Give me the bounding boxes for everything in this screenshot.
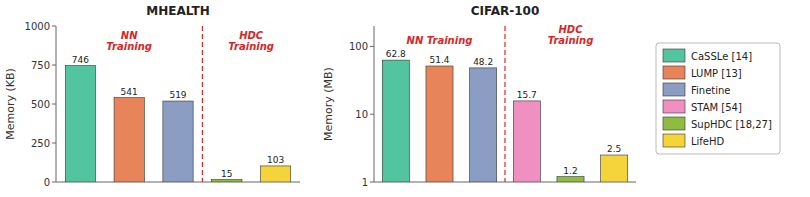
- annotation-line: HDC: [239, 30, 264, 41]
- y-tick-label: 100: [349, 41, 368, 52]
- y-tick-label: 500: [31, 99, 50, 110]
- legend-label: CaSSLe [14]: [691, 51, 752, 62]
- y-tick-label: 250: [31, 138, 50, 149]
- bar: [260, 166, 290, 182]
- annotation-line: Training: [228, 41, 274, 52]
- y-tick: [52, 104, 56, 105]
- bar: [557, 177, 584, 182]
- y-tick-label: 10: [355, 109, 368, 120]
- y-tick: [370, 46, 374, 47]
- bar: [513, 101, 540, 182]
- chart: MHEALTH Memory (KB) 0 250 500 750 1000 746 541 51…: [0, 0, 810, 197]
- legend-label: STAM [54]: [691, 102, 742, 113]
- data-label: 519: [169, 90, 186, 100]
- bar: [601, 155, 628, 182]
- legend-swatch: [663, 100, 685, 113]
- y-tick: [370, 182, 374, 183]
- y-tick: [52, 65, 56, 66]
- legend-label: Finetine: [691, 85, 730, 96]
- legend-label: SupHDC [18,27]: [691, 119, 772, 130]
- annotation-line: NN: [121, 30, 138, 41]
- title: MHEALTH: [146, 4, 209, 18]
- title: CIFAR-100: [471, 4, 540, 18]
- y-axis-line: [374, 26, 375, 182]
- bar: [163, 101, 193, 182]
- annotation-line: NN Training: [407, 35, 473, 46]
- bar: [426, 66, 453, 182]
- data-label: 2.5: [607, 144, 621, 154]
- y-tick-label: 750: [31, 60, 50, 71]
- y-tick-label: 1000: [25, 21, 50, 32]
- y-tick: [52, 26, 56, 27]
- annotation: HDCTraining: [228, 30, 274, 52]
- bar: [212, 180, 242, 182]
- legend-swatch: [663, 117, 685, 130]
- y-tick-label: 1: [362, 177, 368, 188]
- panel: CIFAR-100 Memory (MB) 1 10 100 62.8 51.4 48.2 15…: [322, 4, 636, 188]
- y-axis-label: Memory (KB): [4, 68, 17, 140]
- data-label: 541: [121, 87, 138, 97]
- y-tick: [370, 114, 374, 115]
- y-tick: [52, 143, 56, 144]
- bar: [114, 98, 144, 182]
- legend-label: LUMP [13]: [691, 68, 742, 79]
- y-axis-line: [56, 26, 57, 182]
- data-label: 48.2: [473, 57, 493, 67]
- panel: MHEALTH Memory (KB) 0 250 500 750 1000 746 541 51…: [4, 4, 300, 188]
- bars: [382, 26, 627, 182]
- bar: [470, 68, 497, 182]
- data-label: 51.4: [429, 55, 449, 65]
- bar: [382, 60, 409, 182]
- legend-swatch: [663, 49, 685, 62]
- legend-label: LifeHD: [691, 136, 725, 147]
- legend: CaSSLe [14] LUMP [13] Finetine STAM [54] Sup…: [656, 43, 780, 154]
- annotation-line: HDC: [558, 24, 583, 35]
- annotation-line: Training: [106, 41, 152, 52]
- y-axis-label: Memory (MB): [322, 67, 335, 141]
- data-label: 15.7: [517, 90, 537, 100]
- legend-swatch: [663, 83, 685, 96]
- divider-line: [504, 26, 505, 182]
- bar: [65, 66, 95, 182]
- data-label: 1.2: [563, 166, 577, 176]
- legend-swatch: [663, 134, 685, 147]
- annotation: NN Training: [407, 35, 473, 46]
- legend-frame: [656, 43, 780, 154]
- annotation-line: Training: [548, 35, 594, 46]
- data-label: 15: [221, 169, 232, 179]
- annotation: HDCTraining: [548, 24, 594, 46]
- legend-swatch: [663, 66, 685, 79]
- divider-line: [202, 26, 203, 182]
- data-label: 746: [72, 55, 89, 65]
- y-tick-label: 0: [44, 177, 50, 188]
- data-label: 62.8: [386, 49, 406, 59]
- bars: [65, 26, 290, 182]
- data-label: 103: [267, 155, 284, 165]
- annotation: NNTraining: [106, 30, 152, 52]
- y-tick: [52, 182, 56, 183]
